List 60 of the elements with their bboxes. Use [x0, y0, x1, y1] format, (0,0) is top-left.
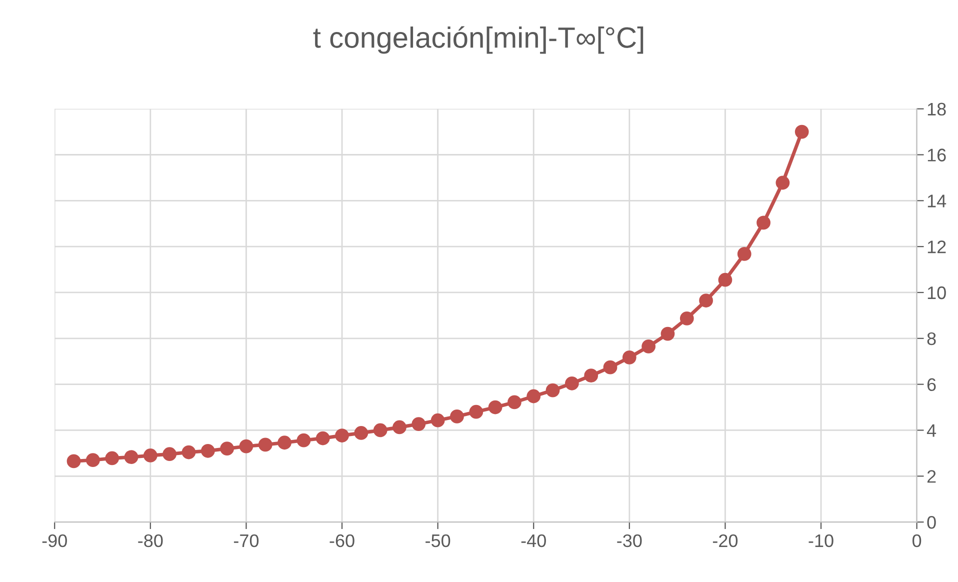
- point: [105, 451, 120, 466]
- x-tick-label: 0: [912, 534, 922, 548]
- point: [603, 360, 618, 374]
- x-tick-label: -50: [426, 534, 450, 548]
- x-tick-label: -80: [138, 534, 163, 548]
- point: [508, 395, 522, 410]
- x-tick-label: -20: [712, 534, 738, 548]
- point: [584, 368, 598, 383]
- x-tick-label: -40: [521, 534, 546, 548]
- point: [162, 447, 177, 462]
- point: [488, 400, 502, 414]
- y-tick-label: 2: [927, 470, 936, 483]
- point: [642, 339, 656, 354]
- x-tick-label: -90: [42, 534, 67, 548]
- y-tick-label: 14: [928, 194, 946, 208]
- y-tick-label: 18: [928, 102, 946, 116]
- y-tick-label: 8: [927, 332, 936, 346]
- chart-title: t congelación[min]-T∞[°C]: [313, 26, 644, 54]
- point: [278, 436, 292, 450]
- y-tick-label: 4: [926, 424, 936, 437]
- point: [622, 350, 636, 364]
- point: [220, 442, 234, 456]
- point: [546, 383, 560, 398]
- point: [239, 439, 254, 454]
- point: [200, 444, 215, 458]
- point: [660, 326, 675, 341]
- x-tick-label: -30: [617, 534, 642, 548]
- point: [430, 413, 445, 428]
- point: [737, 246, 752, 261]
- point: [354, 426, 368, 440]
- point: [143, 448, 158, 462]
- x-tick-label: -10: [808, 534, 834, 548]
- point: [296, 433, 311, 448]
- point: [412, 417, 426, 431]
- y-tick-label: 12: [928, 240, 946, 254]
- y-tick-label: 0: [927, 516, 936, 529]
- point: [392, 420, 406, 434]
- point: [316, 431, 330, 446]
- y-tick-label: 6: [927, 378, 936, 392]
- y-tick-label: 10: [928, 286, 946, 300]
- point: [699, 294, 713, 308]
- point: [66, 454, 81, 468]
- point: [680, 311, 694, 326]
- x-tick-label: -60: [330, 534, 354, 548]
- point: [182, 445, 196, 460]
- point: [450, 410, 464, 424]
- point: [373, 423, 388, 438]
- point: [794, 124, 809, 139]
- x-tick-label: -70: [234, 534, 259, 548]
- point: [718, 272, 732, 287]
- point: [335, 428, 349, 442]
- point: [776, 176, 790, 190]
- y-tick-label: 16: [928, 148, 946, 162]
- point: [564, 376, 579, 390]
- point: [86, 453, 100, 468]
- point: [124, 450, 138, 464]
- point: [756, 216, 770, 230]
- point: [469, 404, 484, 419]
- point: [258, 438, 272, 452]
- point: [526, 389, 541, 404]
